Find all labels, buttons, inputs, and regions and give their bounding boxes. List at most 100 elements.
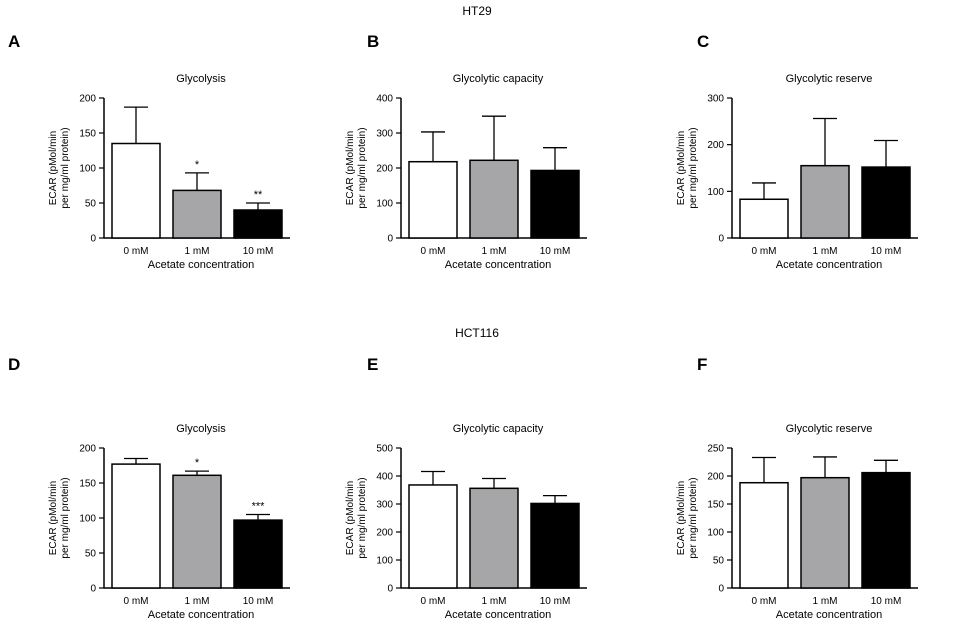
y-tick-label-a-0: 0 [90,234,96,245]
y-tick-label-f-0: 0 [718,584,724,595]
y-tick-label-f-2: 100 [707,528,724,539]
bar-e-1 [469,487,519,589]
panel-letter-e: E [367,355,379,374]
panel-letter-b: B [367,32,380,51]
bar-b-0 [408,160,458,239]
y-tick-label-b-2: 200 [376,164,393,175]
y-axis-label-line1-c: ECAR (pMol/min [676,131,687,205]
x-axis-label-a: Acetate concentration [148,259,254,271]
x-axis-label-e: Acetate concentration [445,609,551,621]
y-tick-label-e-4: 400 [376,472,393,483]
x-tick-label-e-0: 0 mM [421,596,446,607]
y-tick-label-f-3: 150 [707,500,724,511]
section-title-hct116: HCT116 [455,326,499,340]
significance-marker-a-1: * [195,159,200,171]
y-tick-label-f-1: 50 [713,556,725,567]
y-tick-label-d-3: 150 [79,479,96,490]
x-tick-label-a-1: 1 mM [185,246,210,257]
bar-d-2 [233,519,283,589]
bar-d-1 [172,474,222,589]
y-tick-label-c-1: 100 [707,187,724,198]
y-tick-label-f-5: 250 [707,444,724,455]
significance-marker-d-1: * [195,457,200,469]
section-title-ht29: HT29 [462,4,492,18]
y-tick-label-d-1: 50 [85,549,97,560]
y-tick-label-a-1: 50 [85,199,97,210]
y-axis-label-line2-c: per mg/ml protein) [688,127,699,208]
y-tick-label-d-4: 200 [79,444,96,455]
y-axis-label-line1-b: ECAR (pMol/min [345,131,356,205]
y-axis-label-line2-d: per mg/ml protein) [60,477,71,558]
x-tick-label-c-0: 0 mM [752,246,777,257]
y-axis-label-line1-d: ECAR (pMol/min [48,481,59,555]
y-tick-label-c-2: 200 [707,140,724,151]
y-tick-label-d-2: 100 [79,514,96,525]
bar-f-2 [861,471,911,589]
bar-a-0 [111,142,161,239]
chart-title-f: Glycolytic reserve [786,423,873,435]
x-tick-label-f-0: 0 mM [752,596,777,607]
significance-marker-d-2: *** [252,501,266,513]
bar-b-1 [469,159,519,239]
bar-c-1 [800,164,850,239]
panel-letter-c: C [697,32,710,51]
bar-e-0 [408,484,458,589]
x-axis-label-f: Acetate concentration [776,609,882,621]
bar-d-0 [111,463,161,589]
x-tick-label-c-2: 10 mM [871,246,902,257]
bar-c-0 [739,198,789,239]
y-axis-label-line1-a: ECAR (pMol/min [48,131,59,205]
y-axis-label-line2-b: per mg/ml protein) [357,127,368,208]
y-axis-label-line2-a: per mg/ml protein) [60,127,71,208]
chart-title-c: Glycolytic reserve [786,73,873,85]
y-tick-label-c-0: 0 [718,234,724,245]
x-tick-label-a-2: 10 mM [243,246,274,257]
y-axis-label-line2-e: per mg/ml protein) [357,477,368,558]
y-tick-label-c-3: 300 [707,94,724,105]
chart-title-b: Glycolytic capacity [453,73,544,85]
y-axis-label-line1-e: ECAR (pMol/min [345,481,356,555]
y-tick-label-e-1: 100 [376,556,393,567]
y-tick-label-a-3: 150 [79,129,96,140]
x-tick-label-f-1: 1 mM [813,596,838,607]
x-axis-label-c: Acetate concentration [776,259,882,271]
significance-marker-a-2: ** [254,189,263,201]
bar-f-0 [739,481,789,589]
x-tick-label-f-2: 10 mM [871,596,902,607]
x-tick-label-e-2: 10 mM [540,596,571,607]
y-axis-label-line1-f: ECAR (pMol/min [676,481,687,555]
x-tick-label-a-0: 0 mM [124,246,149,257]
bar-b-2 [530,169,580,239]
y-tick-label-a-2: 100 [79,164,96,175]
y-tick-label-b-0: 0 [387,234,393,245]
y-tick-label-e-0: 0 [387,584,393,595]
y-tick-label-f-4: 200 [707,472,724,483]
bar-f-1 [800,476,850,589]
panel-letter-a: A [8,32,21,51]
bar-a-2 [233,209,283,239]
y-tick-label-a-4: 200 [79,94,96,105]
panel-letter-f: F [697,355,708,374]
x-tick-label-b-1: 1 mM [482,246,507,257]
chart-title-a: Glycolysis [176,73,226,85]
chart-title-e: Glycolytic capacity [453,423,544,435]
x-axis-label-b: Acetate concentration [445,259,551,271]
x-tick-label-d-2: 10 mM [243,596,274,607]
panel-letter-d: D [8,355,21,374]
x-tick-label-d-0: 0 mM [124,596,149,607]
y-tick-label-d-0: 0 [90,584,96,595]
bar-a-1 [172,189,222,239]
chart-title-d: Glycolysis [176,423,226,435]
y-tick-label-b-4: 400 [376,94,393,105]
x-tick-label-e-1: 1 mM [482,596,507,607]
y-tick-label-b-3: 300 [376,129,393,140]
y-tick-label-e-3: 300 [376,500,393,511]
y-tick-label-e-2: 200 [376,528,393,539]
y-tick-label-e-5: 500 [376,444,393,455]
x-axis-label-d: Acetate concentration [148,609,254,621]
x-tick-label-b-0: 0 mM [421,246,446,257]
bar-c-2 [861,166,911,239]
x-tick-label-b-2: 10 mM [540,246,571,257]
x-tick-label-c-1: 1 mM [813,246,838,257]
